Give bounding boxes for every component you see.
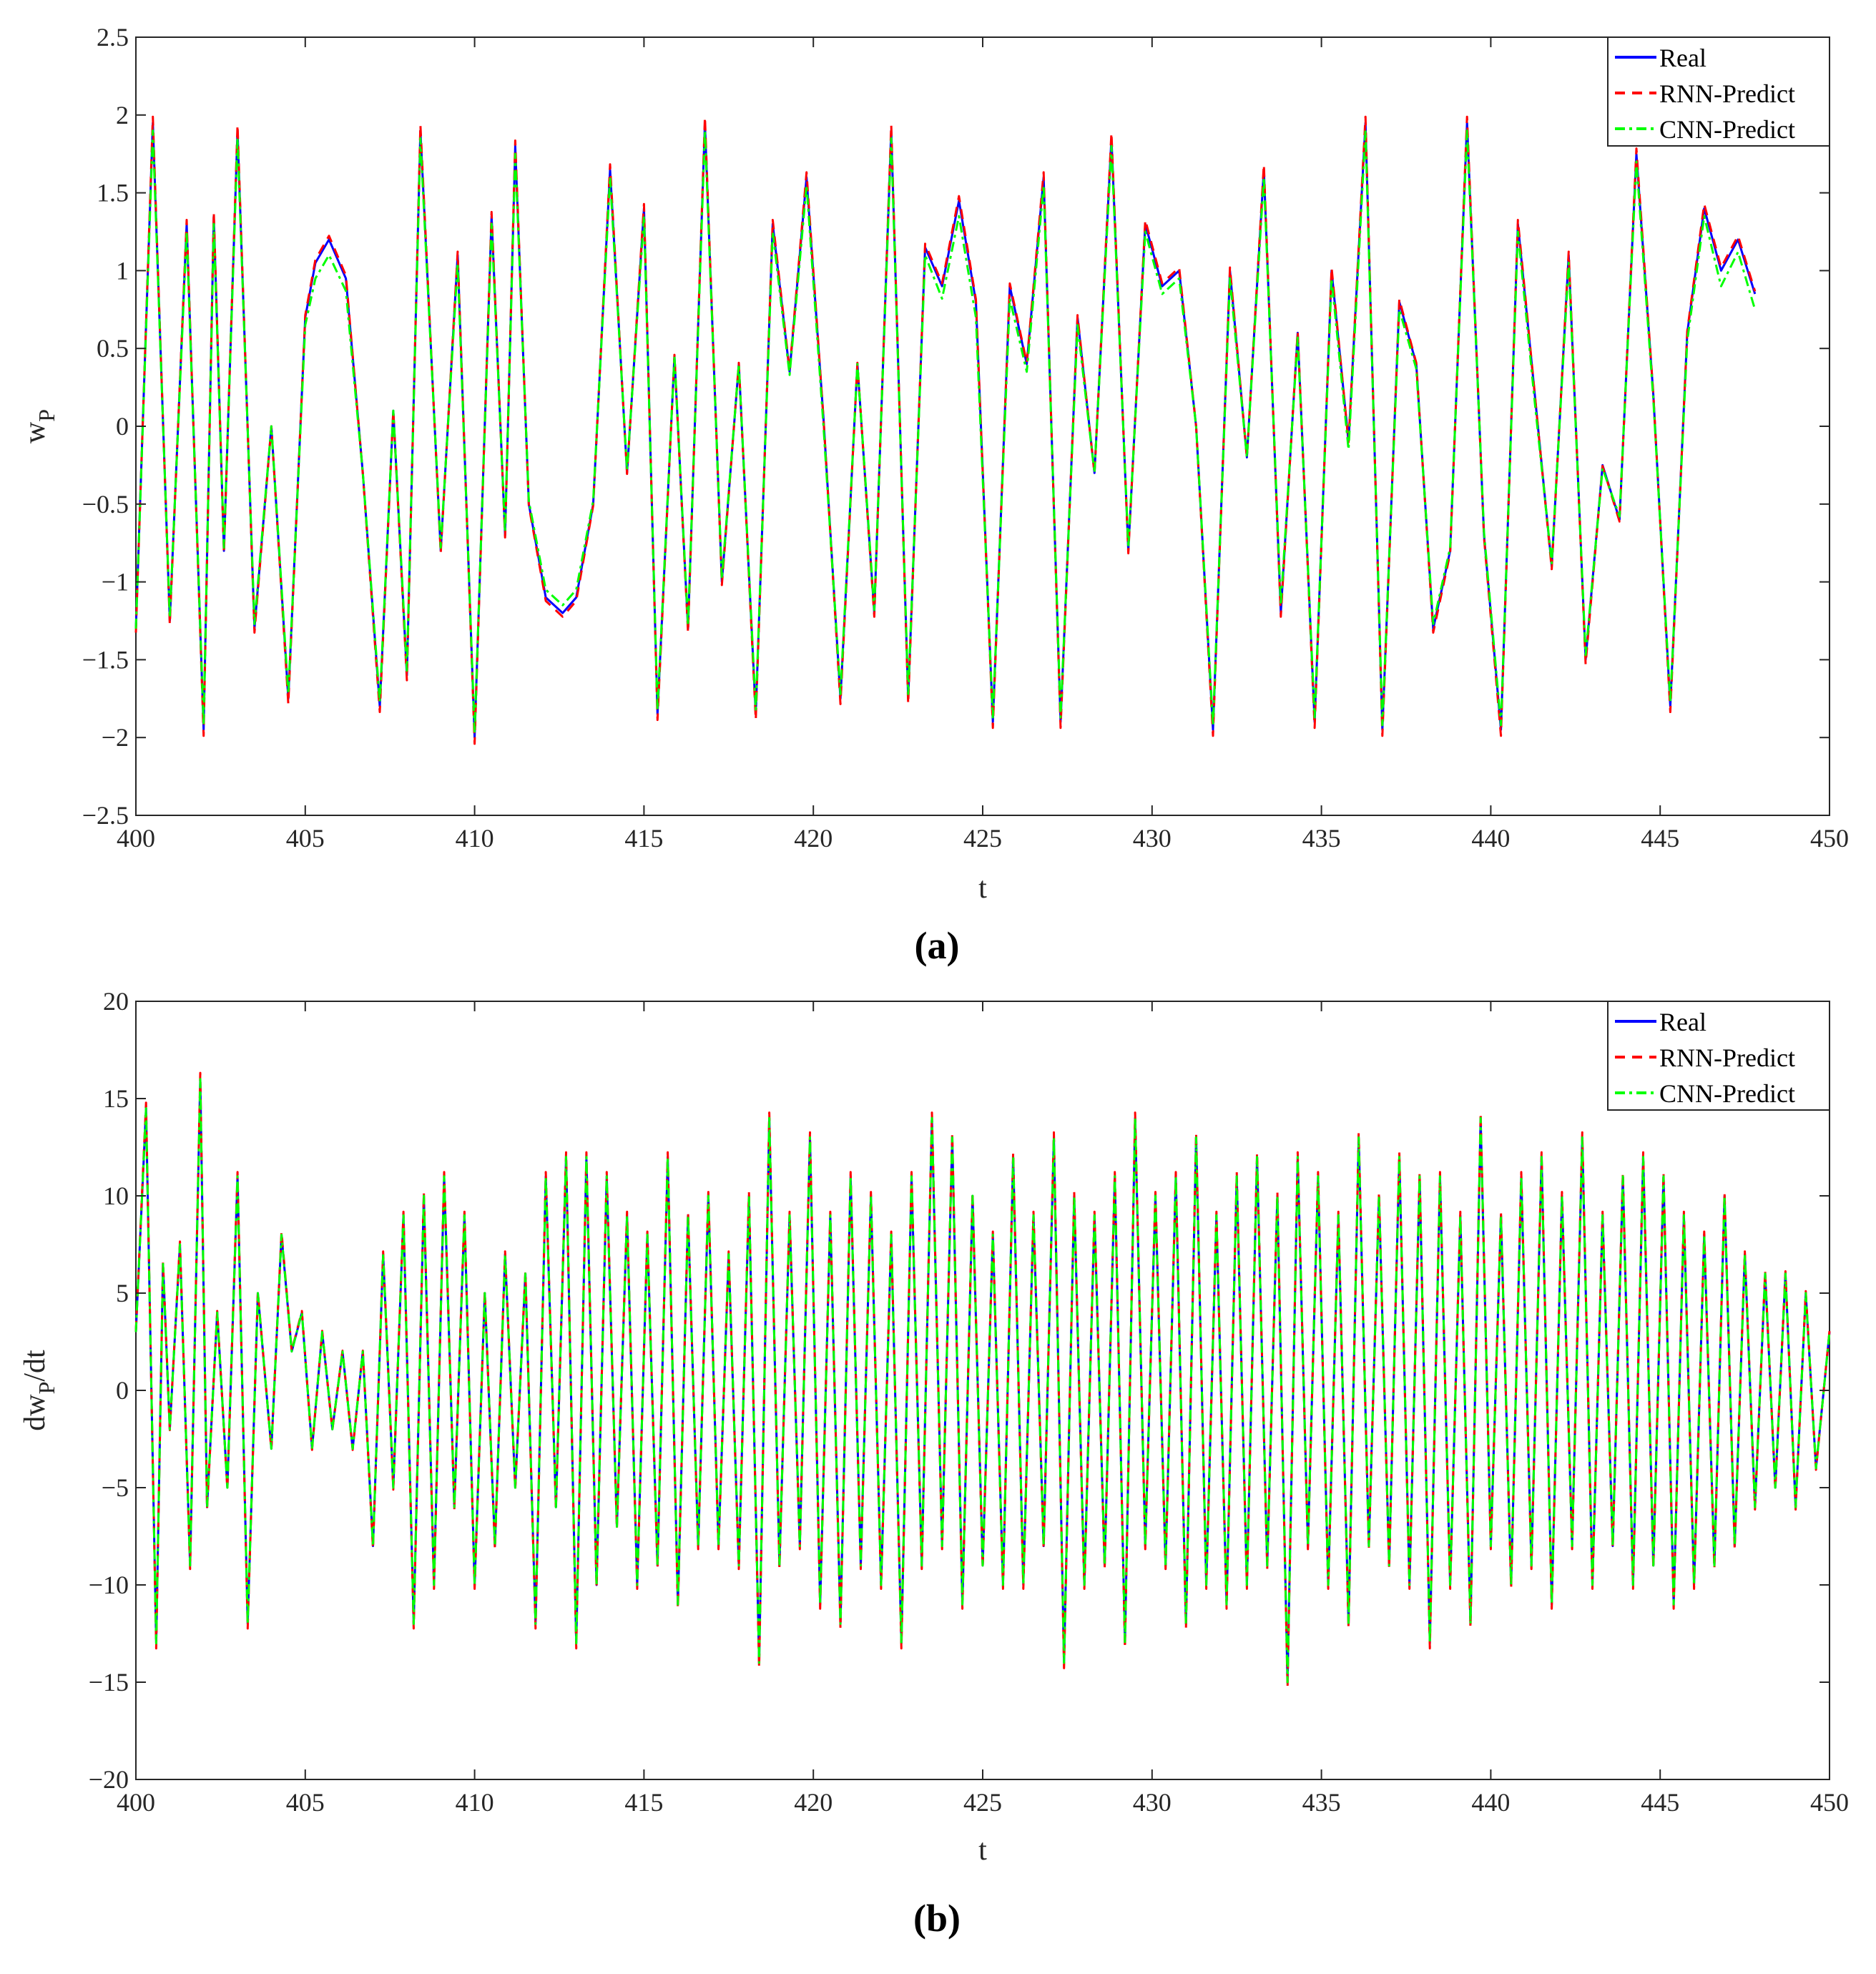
y-tick-label: −2 [102,723,129,752]
x-tick-label: 405 [286,824,325,853]
legend: Real RNN-Predict CNN-Predict [1607,36,1830,147]
ticks-group: 400 405 410 415 420 425 430 435 440 445 450 2.5 2 1.5… [82,23,1849,853]
y-axis-label: wP [19,409,59,443]
x-tick-label: 410 [456,1788,494,1817]
y-tick-label: −15 [89,1668,129,1696]
x-tick-label: 415 [624,824,663,853]
y-tick-label: 0.5 [97,334,129,363]
legend-label-rnn: RNN-Predict [1659,79,1795,108]
y-tick-label: −0.5 [82,490,129,519]
y-axis-label-main: w [19,421,51,443]
y-axis-label-suffix: /dt [19,1350,51,1382]
x-tick-label: 435 [1302,1788,1341,1817]
x-tick-label: 400 [117,1788,155,1817]
plot-area [135,36,1830,816]
y-tick-label: 15 [103,1084,129,1113]
panel-caption-b: (b) [913,1897,961,1940]
y-tick-label: −20 [89,1765,129,1794]
x-tick-label: 440 [1471,1788,1510,1817]
y-tick-label: −1 [102,568,129,596]
x-tick-label: 450 [1810,824,1849,853]
legend-label-real: Real [1659,1008,1706,1036]
y-axis-label-main: dw [19,1394,51,1431]
y-tick-label: −10 [89,1571,129,1599]
series-group [134,1071,1831,1689]
y-axis-label: dwP/dt [19,1350,59,1431]
x-tick-label: 450 [1810,1788,1849,1817]
ticks-group: 400 405 410 415 420 425 430 435 440 445 450 20 15 10 5… [89,987,1849,1817]
x-tick-label: 415 [624,1788,663,1817]
x-axis-label: t [978,872,987,905]
x-tick-label: 430 [1133,824,1172,853]
panel-a: 400 405 410 415 420 425 430 435 440 445 450 2.5 2 1.5… [19,23,1849,967]
panel-b: 400 405 410 415 420 425 430 435 440 445 450 20 15 10 5… [19,987,1849,1940]
x-tick-label: 405 [286,1788,325,1817]
y-tick-label: 2.5 [97,23,129,51]
y-tick-label: −2.5 [82,801,129,830]
y-tick-label: 1 [116,256,129,285]
x-tick-label: 440 [1471,824,1510,853]
y-tick-label: 0 [116,412,129,441]
y-tick-label: 5 [116,1279,129,1307]
x-tick-label: 425 [963,824,1002,853]
legend-label-real: Real [1659,44,1706,72]
y-tick-label: 20 [103,987,129,1016]
x-tick-label: 425 [963,1788,1002,1817]
legend: Real RNN-Predict CNN-Predict [1607,1001,1830,1111]
x-tick-label: 410 [456,824,494,853]
x-axis-label: t [978,1834,987,1867]
legend-label-cnn: CNN-Predict [1659,115,1795,144]
x-tick-label: 430 [1133,1788,1172,1817]
x-tick-label: 445 [1641,824,1679,853]
legend-label-rnn: RNN-Predict [1659,1044,1795,1072]
y-tick-label: 10 [103,1182,129,1210]
y-tick-label: −1.5 [82,645,129,674]
series-line-cnn [134,129,1757,735]
y-axis-label-sub: P [34,409,59,422]
legend-label-cnn: CNN-Predict [1659,1079,1795,1108]
series-group [134,115,1757,745]
y-tick-label: 2 [116,101,129,129]
x-tick-label: 435 [1302,824,1341,853]
y-tick-label: 1.5 [97,179,129,207]
panel-caption-a: (a) [915,924,960,967]
y-axis-label-sub: P [34,1382,59,1395]
y-tick-label: −5 [102,1473,129,1502]
x-tick-label: 420 [794,824,833,853]
x-tick-label: 445 [1641,1788,1679,1817]
y-tick-label: 0 [116,1376,129,1405]
x-tick-label: 420 [794,1788,833,1817]
x-tick-label: 400 [117,824,155,853]
